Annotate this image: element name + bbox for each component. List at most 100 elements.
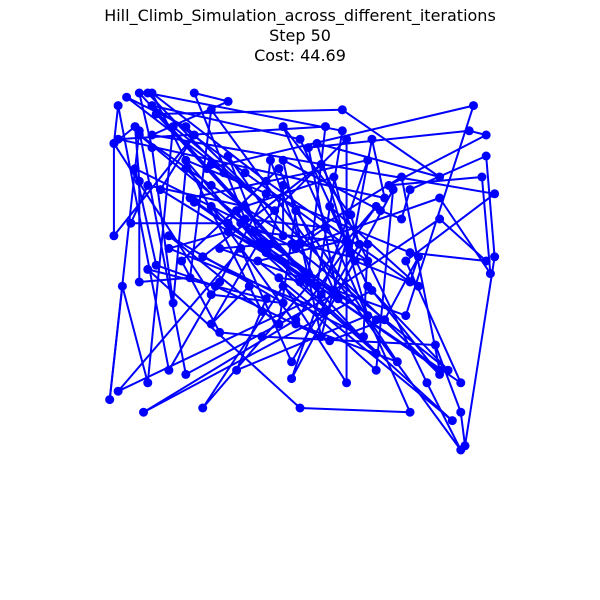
tour-point [117, 281, 127, 291]
tour-segment [193, 92, 230, 103]
tour-point [134, 88, 144, 98]
tour-point [329, 285, 339, 295]
tour-segment [464, 255, 496, 447]
tour-segment [117, 104, 170, 372]
tour-point [278, 298, 288, 308]
tour-segment [210, 285, 251, 325]
tour-segment [277, 167, 335, 292]
tour-segment [434, 344, 462, 414]
tour-point [363, 256, 373, 266]
tour-point [130, 164, 140, 174]
tour-point [139, 407, 149, 417]
tour-segment [239, 247, 293, 363]
tour-point [435, 193, 445, 203]
tour-point [413, 281, 423, 291]
tour-point [249, 227, 259, 237]
tour-point [329, 172, 339, 182]
tour-point [261, 248, 271, 258]
tour-segment [129, 184, 149, 225]
tour-segment [138, 129, 187, 376]
tour-point [219, 168, 229, 178]
tour-point [274, 319, 284, 329]
tour-point [240, 201, 250, 211]
tour-point [380, 315, 390, 325]
tour-point [253, 256, 263, 266]
tour-segment [277, 276, 348, 384]
chart-title-block: Hill_Climb_Simulation_across_different_i… [0, 6, 600, 66]
tour-point [401, 311, 411, 321]
tour-points-group [105, 88, 500, 455]
tour-segment [193, 201, 462, 384]
tour-point [342, 378, 352, 388]
tour-point [223, 218, 233, 228]
tour-point [134, 176, 144, 186]
tour-point [143, 378, 153, 388]
tour-point [325, 336, 335, 346]
tour-segment [256, 260, 454, 422]
tour-point [206, 180, 216, 190]
tour-point [168, 122, 178, 132]
tour-point [164, 365, 174, 375]
tour-point [320, 222, 330, 232]
tour-point [397, 214, 407, 224]
tour-point [481, 151, 491, 161]
tour-point [316, 290, 326, 300]
tour-point [304, 143, 313, 153]
tour-point [164, 231, 174, 241]
tour-point [265, 239, 275, 249]
tour-point [291, 206, 301, 216]
tour-point [113, 386, 123, 396]
tour-point [177, 256, 187, 266]
tour-segment [172, 167, 187, 304]
tour-point [456, 407, 466, 417]
tour-point [261, 189, 271, 199]
tour-segment [205, 104, 475, 170]
tour-point [151, 109, 161, 119]
tour-point [295, 134, 305, 144]
tour-point [354, 239, 364, 249]
tour-point [236, 243, 246, 253]
tour-point [363, 155, 373, 165]
tour-point [346, 210, 356, 220]
tour-point [189, 130, 199, 140]
tour-segment [387, 176, 483, 187]
tour-segment [404, 104, 475, 317]
tour-point [312, 138, 322, 148]
tour-point [464, 126, 474, 136]
tour-point [215, 243, 225, 253]
tour-point [278, 122, 288, 132]
tour-point [147, 143, 157, 153]
tour-segment [108, 285, 124, 401]
tour-point [181, 155, 191, 165]
tour-segment [294, 197, 441, 250]
tour-point [485, 269, 495, 279]
tour-point [371, 348, 381, 358]
tour-point [388, 185, 398, 195]
tour-point [304, 269, 313, 279]
tour-point [342, 235, 352, 245]
tour-point [456, 378, 466, 388]
tour-point [295, 403, 305, 413]
chart-title: Hill_Climb_Simulation_across_different_i… [104, 6, 496, 25]
tour-segment [265, 180, 412, 283]
tour-point [198, 252, 208, 262]
tour-segment [438, 218, 488, 262]
tour-point [257, 332, 267, 342]
tour-point [147, 101, 157, 111]
tour-point [291, 243, 301, 253]
tour-point [405, 185, 415, 195]
tour-point [143, 264, 153, 274]
tour-point [278, 180, 288, 190]
tour-point [151, 260, 161, 270]
tour-point [405, 407, 415, 417]
tour-segment [218, 331, 263, 338]
tour-segment [320, 163, 428, 384]
tour-point [215, 327, 225, 337]
tour-segment [400, 188, 412, 220]
tour-point [477, 172, 487, 182]
tour-point [189, 88, 199, 98]
tour-point [113, 134, 123, 144]
tour-point [278, 231, 288, 241]
tour-segment [150, 92, 268, 183]
tour-point [405, 277, 415, 287]
